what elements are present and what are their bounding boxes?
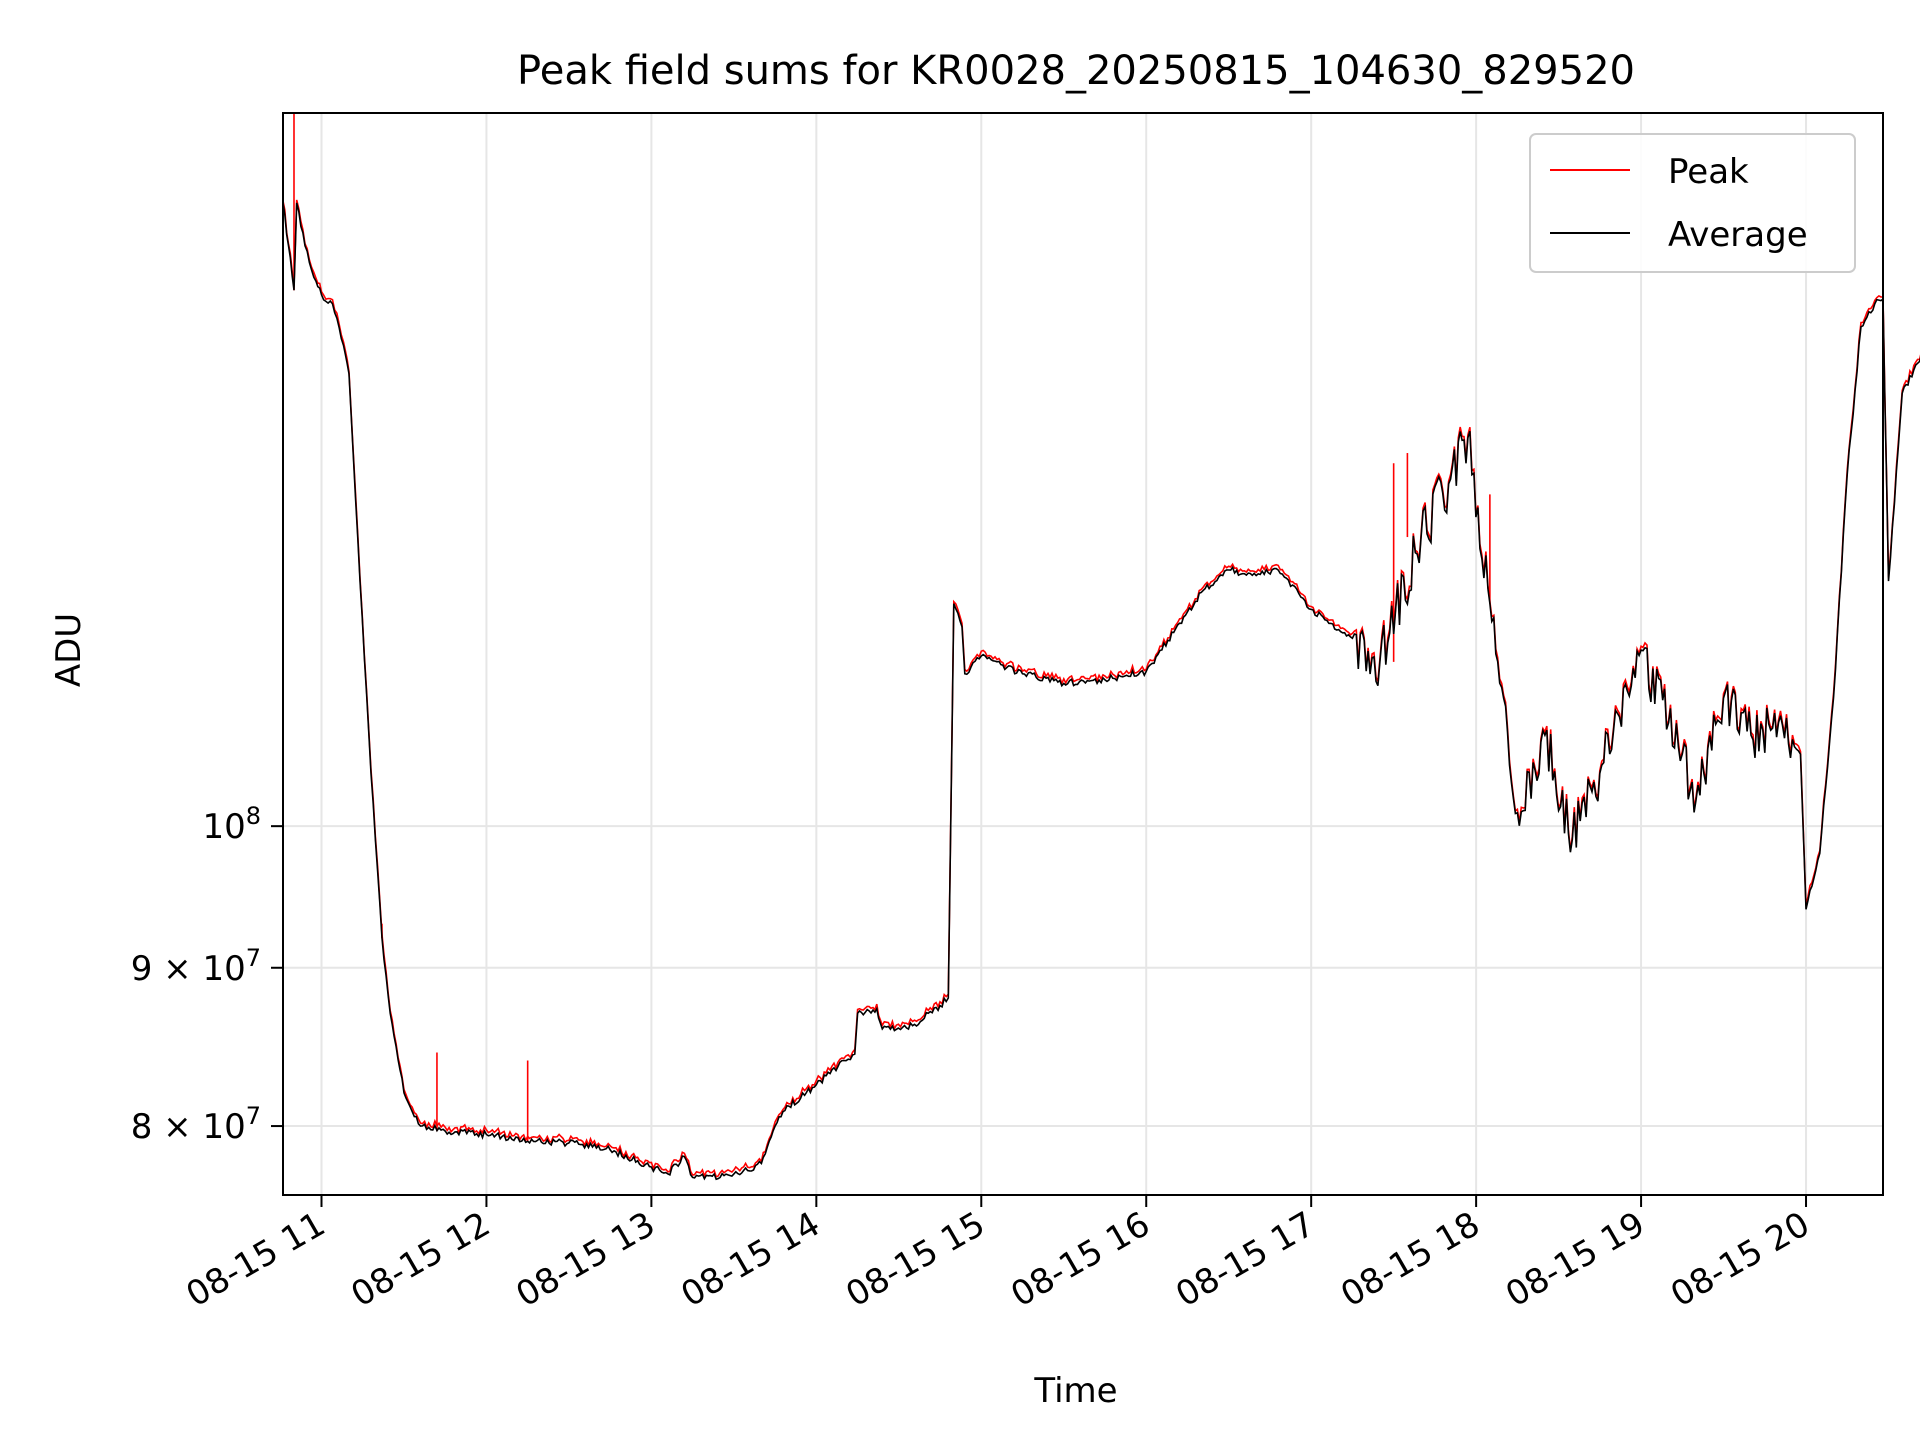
series-line-peak bbox=[282, 199, 1920, 1178]
series-line-average bbox=[282, 202, 1920, 1181]
x-axis-label: Time bbox=[1033, 1371, 1117, 1411]
y-tick-label: 9 × 107 bbox=[131, 944, 261, 989]
legend: Peak Average bbox=[1529, 133, 1856, 273]
legend-label-average: Average bbox=[1668, 215, 1808, 255]
legend-label-peak: Peak bbox=[1668, 152, 1749, 192]
y-axis-label: ADU bbox=[49, 613, 89, 687]
chart-title: Peak field sums for KR0028_20250815_1046… bbox=[517, 48, 1635, 94]
y-tick-label: 8 × 107 bbox=[131, 1102, 261, 1147]
plot-frame bbox=[282, 112, 1884, 1196]
plot-lines bbox=[282, 113, 1920, 1181]
legend-box bbox=[1529, 133, 1856, 273]
grid bbox=[283, 113, 1883, 1195]
